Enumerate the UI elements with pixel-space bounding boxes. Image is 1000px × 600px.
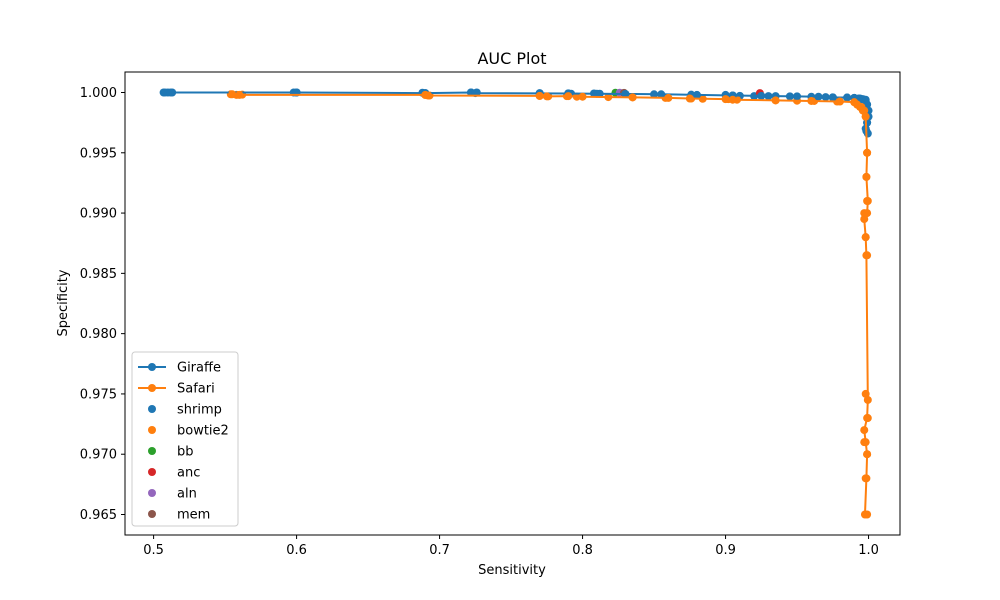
data-point-safari <box>564 92 573 101</box>
data-point-giraffe <box>828 93 837 102</box>
legend-label: mem <box>177 508 210 523</box>
data-point-safari <box>424 91 433 100</box>
data-point-giraffe <box>657 90 666 99</box>
legend-marker <box>148 384 156 392</box>
legend-marker <box>148 468 156 476</box>
legend-item-anc: anc <box>148 466 200 481</box>
data-point-safari <box>771 96 780 105</box>
y-axis: 0.965 0.970 0.975 0.980 0.985 0.990 0.995 1.000 <box>80 86 125 523</box>
data-point-safari <box>685 94 694 103</box>
data-point-giraffe <box>863 129 872 138</box>
data-point-safari <box>628 93 637 102</box>
x-tick-label: 0.7 <box>429 543 450 558</box>
data-point-safari <box>835 97 844 106</box>
data-point-safari <box>861 233 870 242</box>
legend-item-safari: Safari <box>138 382 215 397</box>
data-point-safari <box>860 426 869 435</box>
data-point-giraffe <box>166 88 175 97</box>
data-point-safari <box>728 95 737 104</box>
legend-label: bb <box>177 445 194 460</box>
data-point-safari <box>863 148 872 157</box>
legend-item-bb: bb <box>148 445 194 460</box>
data-point-giraffe <box>843 93 852 102</box>
series-safari <box>228 90 872 519</box>
y-axis-label: Specificity <box>56 269 71 336</box>
legend-label: aln <box>177 487 197 502</box>
x-tick-label: 0.5 <box>143 543 164 558</box>
data-point-safari <box>861 438 870 447</box>
data-point-safari <box>863 414 872 423</box>
data-point-safari <box>860 510 869 519</box>
data-point-safari <box>863 209 872 218</box>
y-tick-label: 0.990 <box>80 207 117 222</box>
y-tick-label: 0.995 <box>80 146 117 161</box>
legend: Giraffe Safari shrimp bowtie2 bb anc aln mem <box>131 351 239 527</box>
data-layer <box>159 88 873 519</box>
data-point-safari <box>863 395 872 404</box>
x-tick-label: 0.6 <box>286 543 307 558</box>
x-axis: 0.5 0.6 0.7 0.8 0.9 1.0 <box>143 535 879 558</box>
data-point-safari <box>721 95 730 104</box>
legend-frame <box>131 351 239 527</box>
data-point-safari <box>861 112 870 121</box>
chart-title: AUC Plot <box>477 49 546 68</box>
x-tick-label: 1.0 <box>858 543 879 558</box>
data-point-safari <box>862 474 871 483</box>
legend-marker <box>148 489 156 497</box>
x-tick-label: 0.9 <box>715 543 736 558</box>
data-point-safari <box>862 172 871 181</box>
data-point-giraffe <box>161 88 170 97</box>
data-point-giraffe <box>592 89 601 98</box>
legend-label: anc <box>177 466 200 481</box>
x-tick-label: 0.8 <box>572 543 593 558</box>
data-point-safari <box>863 197 872 206</box>
legend-marker <box>148 363 156 371</box>
data-point-safari <box>535 91 544 100</box>
legend-item-bowtie2: bowtie2 <box>148 424 229 439</box>
y-tick-label: 0.975 <box>80 387 117 402</box>
data-point-safari <box>862 251 871 260</box>
legend-marker <box>148 447 156 455</box>
legend-item-shrimp: shrimp <box>148 403 222 418</box>
data-point-safari <box>863 450 872 459</box>
data-point-safari <box>860 106 869 115</box>
data-point-safari <box>228 90 237 99</box>
y-tick-label: 0.965 <box>80 508 117 523</box>
data-point-safari <box>664 93 673 102</box>
legend-label: shrimp <box>177 403 222 418</box>
data-point-safari <box>235 90 244 99</box>
legend-item-aln: aln <box>148 487 197 502</box>
data-point-giraffe <box>621 89 630 98</box>
x-axis-label: Sensitivity <box>478 563 546 578</box>
data-point-safari <box>860 215 869 224</box>
y-tick-label: 0.985 <box>80 267 117 282</box>
legend-marker <box>148 510 156 518</box>
legend-marker <box>148 405 156 413</box>
legend-label: Safari <box>177 382 215 397</box>
y-tick-label: 1.000 <box>80 86 117 101</box>
data-point-giraffe <box>814 92 823 101</box>
legend-marker <box>148 426 156 434</box>
data-point-safari <box>578 92 587 101</box>
plot-frame <box>124 71 901 536</box>
data-point-safari <box>807 96 816 105</box>
y-tick-label: 0.980 <box>80 327 117 342</box>
data-point-giraffe <box>692 90 701 99</box>
legend-item-giraffe: Giraffe <box>138 361 221 376</box>
data-point-safari <box>542 92 551 101</box>
y-tick-label: 0.970 <box>80 448 117 463</box>
data-point-giraffe <box>757 91 766 100</box>
legend-label: bowtie2 <box>177 424 229 439</box>
legend-item-mem: mem <box>148 508 210 523</box>
data-point-giraffe <box>793 92 802 101</box>
legend-label: Giraffe <box>177 361 221 376</box>
